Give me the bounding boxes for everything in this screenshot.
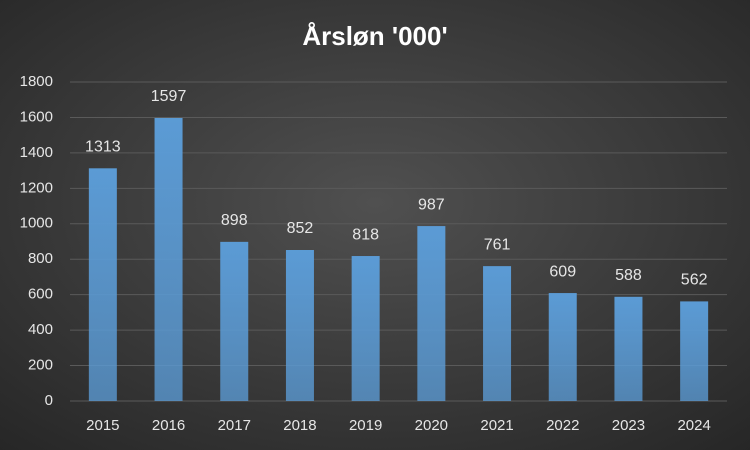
data-label: 609 xyxy=(549,263,576,280)
data-label: 761 xyxy=(484,236,511,253)
data-label: 987 xyxy=(418,196,445,213)
y-tick-label: 1800 xyxy=(20,73,53,90)
data-label: 588 xyxy=(615,267,642,284)
bar xyxy=(220,241,249,401)
bar xyxy=(88,168,117,401)
data-label: 562 xyxy=(681,272,708,289)
x-tick-label: 2016 xyxy=(152,417,185,434)
data-label: 852 xyxy=(287,220,314,237)
y-tick-label: 0 xyxy=(45,392,53,409)
bar xyxy=(417,226,446,401)
x-tick-label: 2017 xyxy=(218,417,251,434)
x-tick-label: 2020 xyxy=(415,417,448,434)
x-tick-label: 2023 xyxy=(612,417,645,434)
bar xyxy=(154,117,183,402)
x-tick-label: 2022 xyxy=(546,417,579,434)
y-tick-label: 200 xyxy=(28,357,53,374)
data-label: 1313 xyxy=(85,139,121,156)
y-tick-label: 400 xyxy=(28,321,53,338)
y-tick-label: 1200 xyxy=(20,179,53,196)
x-tick-label: 2021 xyxy=(480,417,513,434)
y-tick-label: 1400 xyxy=(20,144,53,161)
y-tick-label: 600 xyxy=(28,286,53,303)
x-tick-label: 2015 xyxy=(86,417,119,434)
y-tick-label: 1000 xyxy=(20,215,53,232)
bar xyxy=(548,293,577,401)
bar xyxy=(483,266,512,401)
bar xyxy=(351,256,380,401)
bar xyxy=(614,296,643,401)
data-label: 1597 xyxy=(151,88,187,105)
y-tick-label: 1600 xyxy=(20,108,53,125)
bar xyxy=(285,250,314,401)
y-tick-label: 800 xyxy=(28,250,53,267)
x-tick-label: 2024 xyxy=(677,417,710,434)
data-label: 898 xyxy=(221,212,248,229)
x-tick-label: 2018 xyxy=(283,417,316,434)
data-label: 818 xyxy=(352,226,379,243)
x-tick-label: 2019 xyxy=(349,417,382,434)
chart-title: Årsløn '000' xyxy=(302,21,447,51)
bar xyxy=(680,301,709,401)
